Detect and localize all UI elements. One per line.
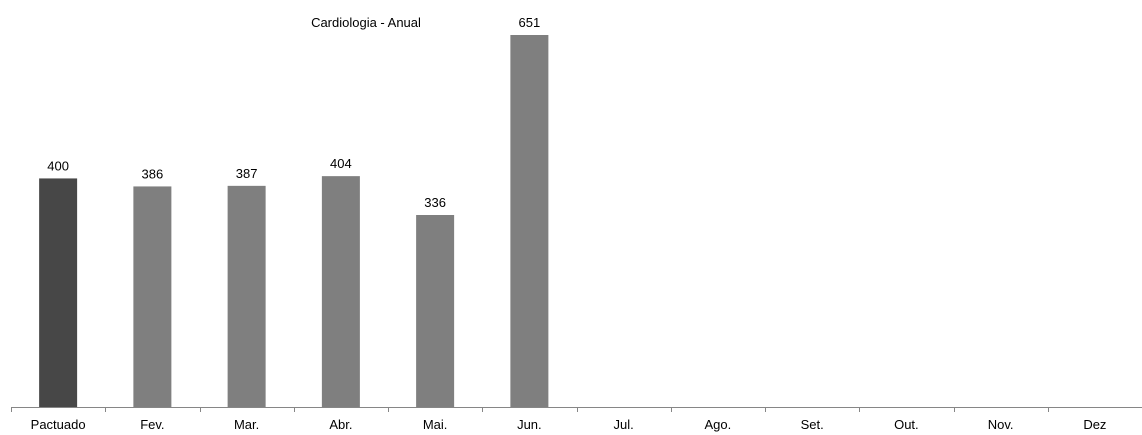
data-label: 386 bbox=[142, 166, 164, 181]
x-tick-label: Dez bbox=[1083, 417, 1106, 432]
bar-mai bbox=[416, 215, 455, 407]
x-tick-label: Mai. bbox=[423, 417, 448, 432]
bar-fev bbox=[133, 186, 172, 407]
x-axis: Pactuado Fev. Mar. Abr. Mai. Jun. Jul. Ago. Set.… bbox=[11, 407, 1142, 432]
bar-mar bbox=[227, 185, 266, 407]
data-label: 400 bbox=[47, 158, 69, 173]
x-tick-label: Ago. bbox=[705, 417, 732, 432]
x-tick-label: Out. bbox=[894, 417, 919, 432]
data-label: 336 bbox=[424, 195, 446, 210]
bars-layer bbox=[39, 35, 549, 407]
x-tick-label: Set. bbox=[801, 417, 824, 432]
x-tick-label: Jul. bbox=[614, 417, 634, 432]
x-tick-label: Fev. bbox=[140, 417, 164, 432]
data-label: 387 bbox=[236, 166, 258, 181]
bar-jun bbox=[510, 35, 549, 407]
data-label: 651 bbox=[519, 15, 541, 30]
data-label: 404 bbox=[330, 156, 352, 171]
chart-title: Cardiologia - Anual bbox=[311, 15, 421, 30]
x-tick-label: Pactuado bbox=[31, 417, 86, 432]
data-labels-layer: 400 386 387 404 336 651 bbox=[47, 15, 540, 210]
bar-abr bbox=[321, 176, 360, 407]
x-tick-label: Abr. bbox=[329, 417, 352, 432]
bar-pactuado bbox=[39, 178, 78, 407]
x-tick-label: Jun. bbox=[517, 417, 542, 432]
x-tick-label: Mar. bbox=[234, 417, 259, 432]
x-tick-label: Nov. bbox=[988, 417, 1014, 432]
